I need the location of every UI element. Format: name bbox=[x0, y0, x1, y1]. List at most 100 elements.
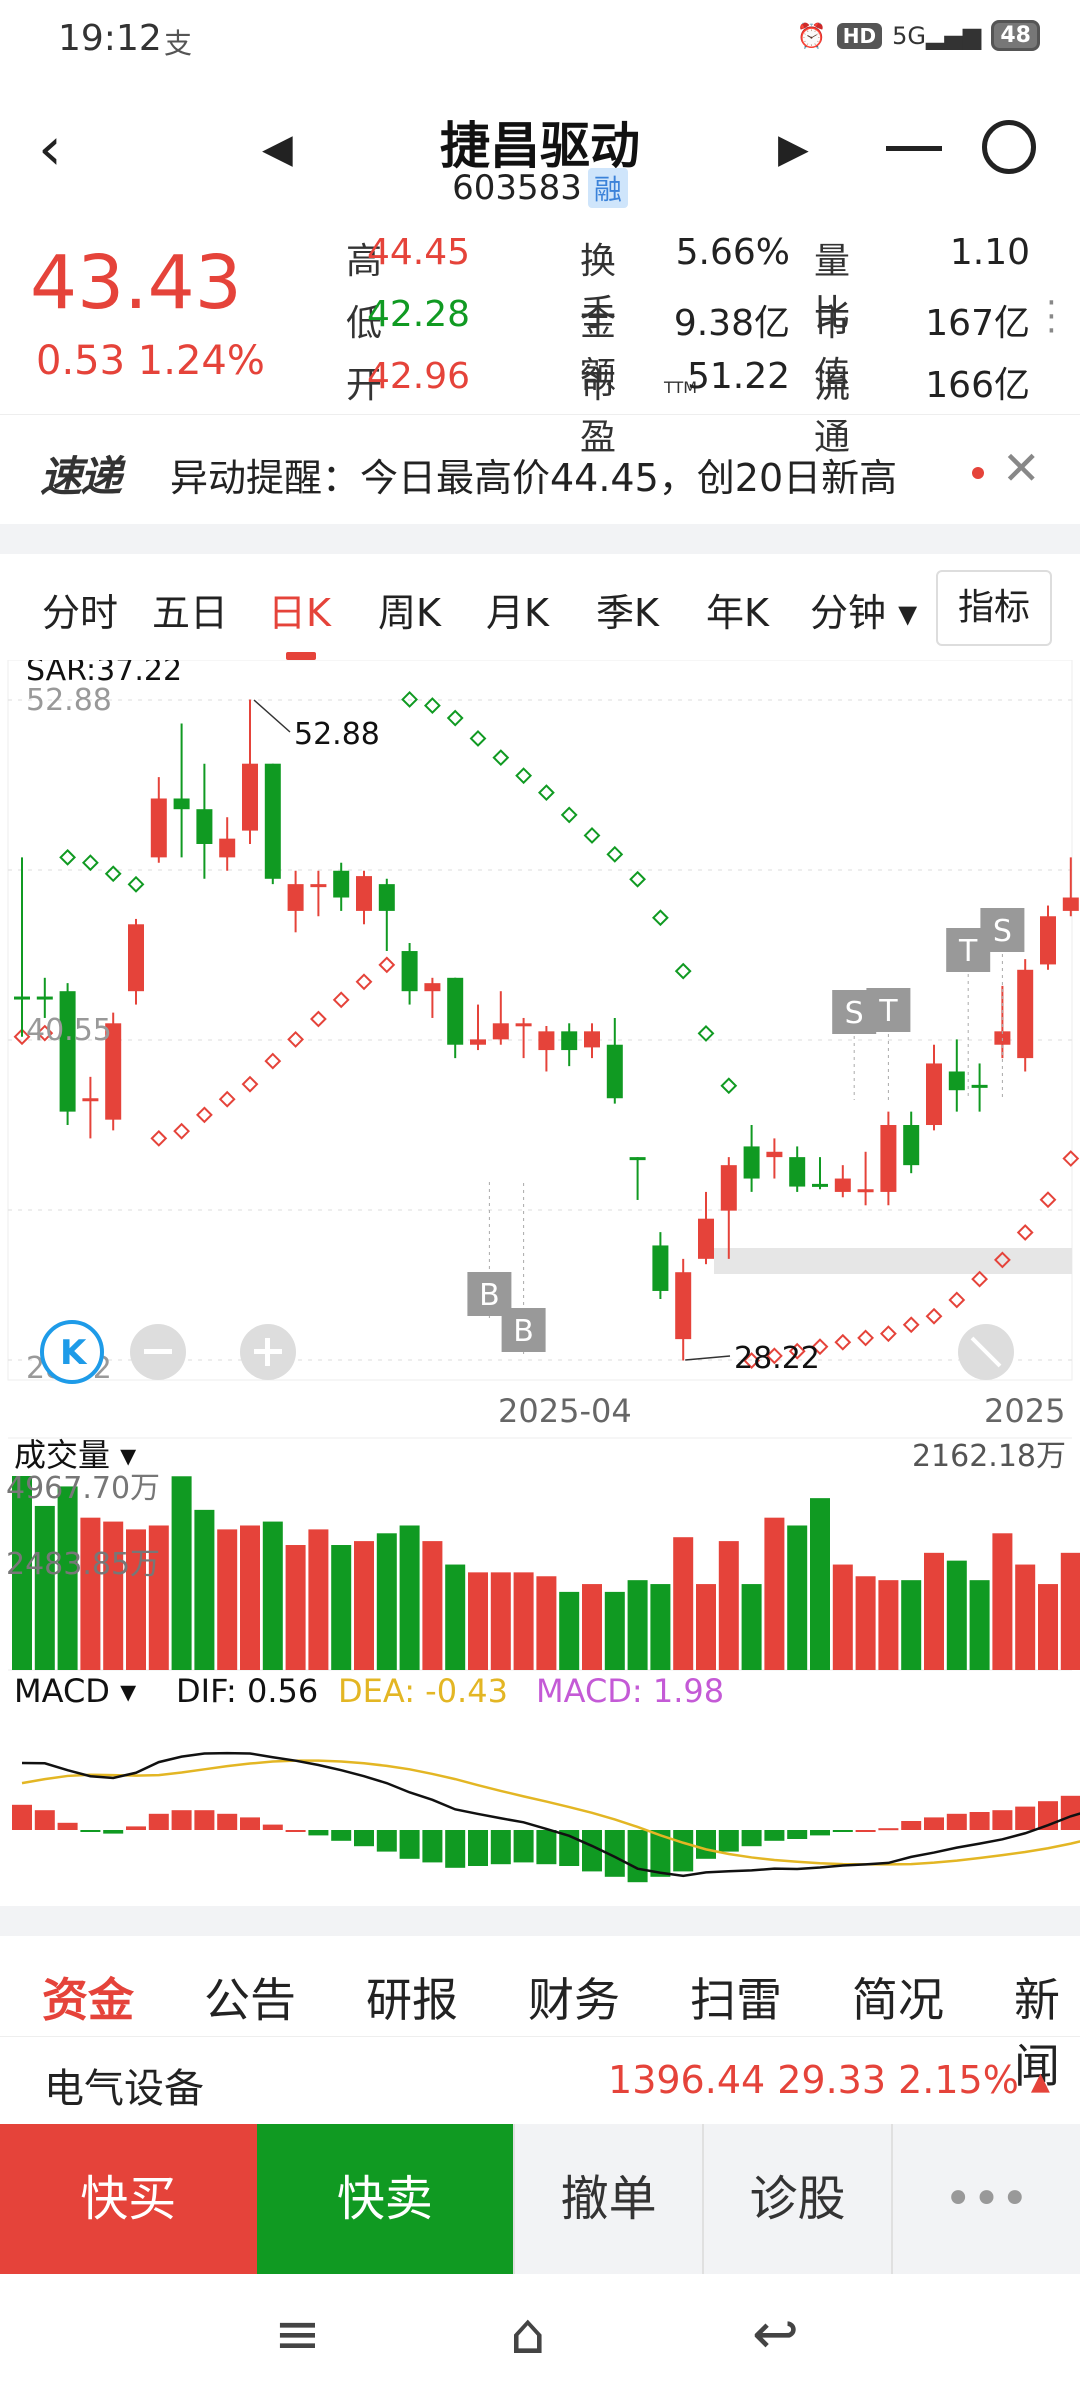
tab-period-2[interactable]: 日K bbox=[268, 591, 331, 635]
zoom-out-icon[interactable] bbox=[130, 1324, 186, 1380]
prev-stock-icon[interactable]: ◀ bbox=[262, 126, 293, 172]
tab-period-1[interactable]: 五日 bbox=[152, 591, 229, 635]
dea-line bbox=[21, 1759, 1080, 1866]
tab-period-3[interactable]: 周K bbox=[378, 591, 441, 635]
menu-icon[interactable]: ≡ bbox=[274, 2302, 321, 2367]
macd-bar bbox=[855, 1830, 876, 1832]
volume-bar bbox=[992, 1533, 1013, 1670]
quick-sell-button[interactable]: 快卖 bbox=[256, 2124, 514, 2274]
diagnose-button[interactable]: 诊股 bbox=[702, 2124, 892, 2274]
search-icon[interactable] bbox=[982, 120, 1036, 174]
sar-dot bbox=[492, 749, 510, 767]
sar-dot bbox=[537, 784, 555, 802]
volume-bar bbox=[924, 1552, 944, 1670]
candle-body bbox=[105, 1023, 122, 1120]
ticker-logo: 速递 bbox=[40, 452, 122, 501]
back-icon[interactable]: ‹ bbox=[38, 114, 62, 184]
k-logo-icon[interactable]: K bbox=[40, 1320, 104, 1384]
sar-label: SAR:37.22 bbox=[26, 660, 182, 688]
high-marker-label: 52.88 bbox=[294, 717, 380, 752]
candle-body bbox=[675, 1272, 692, 1340]
tab-info-2[interactable]: 研报 bbox=[366, 1973, 458, 2027]
macd-dif: DIF: 0.56 bbox=[176, 1672, 318, 1710]
macd-bar bbox=[103, 1830, 124, 1834]
volume-title[interactable]: 成交量 ▾ bbox=[14, 1436, 136, 1474]
minimize-icon[interactable] bbox=[886, 146, 942, 151]
volume-bar bbox=[171, 1476, 192, 1670]
macd-bar bbox=[1015, 1806, 1036, 1830]
macd-bar bbox=[604, 1830, 625, 1877]
sar-dot bbox=[948, 1291, 966, 1309]
stock-header: ‹ ◀ 捷昌驱动 603583 融 ▶ bbox=[0, 84, 1080, 214]
candle-body bbox=[59, 991, 76, 1112]
indicator-button[interactable]: 指标 bbox=[936, 570, 1052, 646]
tab-period-5[interactable]: 季K bbox=[596, 591, 659, 635]
sar-dot bbox=[674, 962, 692, 980]
tab-period-0[interactable]: 分时 bbox=[42, 591, 119, 635]
tab-info-5[interactable]: 简况 bbox=[852, 1973, 944, 2027]
tab-info-3[interactable]: 财务 bbox=[528, 1973, 620, 2027]
sar-dot bbox=[765, 1347, 783, 1365]
sar-dot bbox=[606, 845, 624, 863]
tab-info-6[interactable]: 新闻 bbox=[1014, 1973, 1060, 2093]
candle-body bbox=[834, 1178, 851, 1192]
candle-body bbox=[378, 884, 395, 911]
macd-title[interactable]: MACD ▾ bbox=[14, 1672, 136, 1710]
tab-info-4[interactable]: 扫雷 bbox=[690, 1973, 782, 2027]
quote-value: 1.10 bbox=[949, 232, 1030, 273]
sar-dot bbox=[583, 827, 601, 844]
quote-label: 低 bbox=[346, 303, 383, 344]
sector-row[interactable]: 电气设备 1396.44 29.33 2.15% ▴ bbox=[0, 2038, 1080, 2124]
fullscreen-icon[interactable] bbox=[958, 1324, 1014, 1380]
sar-dot bbox=[36, 1024, 54, 1042]
x-label-date: 2025-04 bbox=[498, 1392, 632, 1430]
more-button[interactable]: ••• bbox=[891, 2124, 1080, 2274]
volume-bar bbox=[1060, 1552, 1080, 1670]
tab-period-4[interactable]: 月K bbox=[486, 591, 549, 635]
quote-value: 44.45 bbox=[366, 232, 470, 273]
volume-bar bbox=[422, 1541, 443, 1670]
sector-values: 1396.44 29.33 2.15% ▴ bbox=[608, 2058, 1050, 2102]
sar-dot bbox=[127, 875, 145, 893]
macd-bar bbox=[262, 1824, 283, 1830]
tab-period-6[interactable]: 年K bbox=[706, 591, 769, 635]
next-stock-icon[interactable]: ▶ bbox=[778, 126, 809, 172]
zoom-in-icon[interactable] bbox=[240, 1324, 296, 1380]
stock-code: 603583 bbox=[452, 168, 582, 208]
quote-value: 5.66% bbox=[675, 232, 790, 273]
quote-value: 167亿 bbox=[925, 303, 1030, 344]
macd-value: MACD: 1.98 bbox=[536, 1672, 724, 1710]
volume-bar bbox=[764, 1517, 785, 1670]
home-icon[interactable]: ⌂ bbox=[510, 2302, 546, 2367]
macd-bar bbox=[810, 1830, 830, 1836]
dif-line bbox=[21, 1751, 1080, 1878]
quick-buy-button[interactable]: 快买 bbox=[0, 2124, 257, 2274]
info-tabs: 资金 公告 研报 财务 扫雷 简况 新闻 bbox=[0, 1936, 1080, 2093]
tab-info-1[interactable]: 公告 bbox=[204, 1973, 296, 2027]
back-nav-icon[interactable]: ↩ bbox=[752, 2302, 799, 2367]
alert-ticker[interactable]: 速递 异动提醒：今日最高价44.45，创20日新高 ✕ bbox=[0, 414, 1080, 525]
candle-body bbox=[356, 876, 372, 911]
candle-body bbox=[470, 1039, 486, 1045]
candle-body bbox=[401, 951, 418, 992]
cancel-order-button[interactable]: 撤单 bbox=[513, 2124, 703, 2274]
sar-dot bbox=[332, 991, 350, 1009]
macd-bar bbox=[445, 1830, 466, 1868]
candle-body bbox=[173, 798, 190, 810]
volume-bar bbox=[832, 1564, 853, 1670]
macd-bar bbox=[627, 1830, 648, 1883]
tab-info-0[interactable]: 资金 bbox=[42, 1973, 134, 2027]
close-icon[interactable]: ✕ bbox=[1002, 441, 1041, 495]
tab-period-7[interactable]: 分钟 ▾ bbox=[810, 591, 918, 635]
more-vertical-icon[interactable]: · · · bbox=[1046, 283, 1057, 351]
sar-dot bbox=[469, 730, 487, 747]
volume-bar bbox=[969, 1580, 990, 1670]
quote-label: 高 bbox=[346, 241, 383, 282]
candle-body bbox=[606, 1044, 623, 1099]
volume-max-label: 4967.70万 bbox=[6, 1471, 160, 1506]
quote-sub-label: TTM bbox=[664, 378, 698, 397]
sar-dot bbox=[195, 1106, 213, 1124]
battery-icon: 48 bbox=[991, 20, 1040, 51]
separator bbox=[0, 524, 1080, 554]
